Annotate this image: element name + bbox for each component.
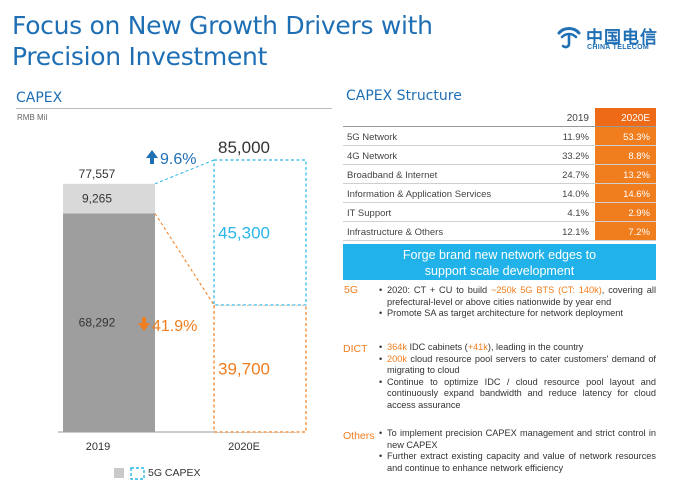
- row-value-2019: 12.1%: [562, 227, 589, 238]
- bar-2019-other: [63, 213, 155, 432]
- connector-other: [154, 213, 215, 306]
- page-title: Focus on New Growth Drivers with Precisi…: [12, 11, 433, 71]
- table-row: Infrastructure & Others 12.1% 7.2%: [343, 222, 656, 241]
- highlight-text: 200k: [387, 353, 407, 364]
- list-item: 364k IDC cabinets (+41k), leading in the…: [379, 342, 656, 354]
- header-2020e: 2020E: [595, 108, 656, 126]
- text-run: To implement precision CAPEX management …: [387, 428, 656, 450]
- label-5g-2019: 9,265: [82, 192, 112, 206]
- text-run: Continue to optimize IDC / cloud resourc…: [387, 376, 656, 410]
- row-label: 5G Network: [347, 132, 398, 143]
- list-item: Continue to optimize IDC / cloud resourc…: [379, 377, 656, 412]
- table-row: Information & Application Services 14.0%…: [343, 184, 656, 203]
- label-other-2020: 39,700: [218, 359, 270, 378]
- banner-line-2: support scale development: [424, 264, 575, 278]
- text-run: ), leading in the country: [487, 342, 584, 352]
- row-value-2020e: 8.8%: [595, 146, 656, 164]
- row-label: 4G Network: [347, 151, 398, 162]
- row-value-2020e: 2.9%: [595, 203, 656, 221]
- highlight-text: 364k: [387, 342, 407, 352]
- header-2019: 2019: [566, 113, 589, 124]
- bullet-list-others: To implement precision CAPEX management …: [379, 428, 656, 474]
- capex-structure-heading: CAPEX Structure: [346, 88, 462, 104]
- bar-2020-5g: [213, 159, 307, 306]
- logo-text-cn: 中国电信: [586, 28, 658, 48]
- china-telecom-logo-icon: [557, 27, 581, 49]
- logo-text-en: CHINA TELECOM: [587, 44, 649, 51]
- text-run: IDC cabinets (: [406, 342, 468, 352]
- legend-swatch-grey: [114, 468, 124, 478]
- text-run: , covering all prefectural-level or abov…: [387, 285, 656, 307]
- row-value-2020e: 53.3%: [595, 127, 656, 145]
- x-label-2019: 2019: [86, 441, 110, 453]
- row-value-2019: 24.7%: [562, 170, 589, 181]
- list-item: Further extract existing capacity and va…: [379, 451, 656, 474]
- list-item: 200k cloud resource pool servers to cate…: [379, 354, 656, 377]
- strategy-banner: Forge brand new network edges to support…: [343, 244, 656, 280]
- group-others: Others To implement precision CAPEX mana…: [343, 428, 656, 484]
- text-run: Further extract existing capacity and va…: [387, 451, 656, 473]
- capex-structure-table: 2019 2020E 5G Network 11.9% 53.3% 4G Net…: [343, 108, 656, 241]
- x-label-2020: 2020E: [228, 441, 260, 453]
- list-item: Promote SA as target architecture for ne…: [379, 308, 656, 320]
- growth-down-label: 41.9%: [152, 318, 197, 335]
- group-label-5g: 5G: [344, 284, 359, 296]
- highlight-text: ~250k 5G BTS (CT: 140k): [491, 285, 602, 295]
- bar-2020-other: [213, 304, 307, 433]
- text-run: 2020: CT + CU to build: [387, 285, 492, 295]
- row-label: IT Support: [347, 208, 392, 219]
- row-value-2019: 4.1%: [567, 208, 589, 219]
- dashed-box-icon: [130, 467, 145, 480]
- label-total-2020: 85,000: [218, 138, 270, 157]
- table-row: 4G Network 33.2% 8.8%: [343, 146, 656, 165]
- banner-line-1: Forge brand new network edges to: [402, 248, 597, 262]
- bullet-list-5g: 2020: CT + CU to build ~250k 5G BTS (CT:…: [379, 285, 656, 320]
- down-arrow-icon: [138, 317, 150, 331]
- growth-up-label: 9.6%: [160, 151, 196, 168]
- text-run: Promote SA as target architecture for ne…: [387, 308, 623, 318]
- label-5g-2020: 45,300: [218, 223, 270, 242]
- table-row: 5G Network 11.9% 53.3%: [343, 127, 656, 146]
- bar-2019-5g: [63, 183, 155, 214]
- label-total-2019: 77,557: [79, 167, 116, 181]
- capex-unit: RMB Mil: [17, 113, 48, 122]
- group-5g: 5G 2020: CT + CU to build ~250k 5G BTS (…: [343, 284, 656, 337]
- row-value-2020e: 14.6%: [595, 184, 656, 202]
- group-label-dict: DICT: [343, 343, 368, 355]
- row-label: Broadband & Internet: [347, 170, 438, 181]
- table-header: 2019 2020E: [343, 108, 656, 127]
- group-dict: DICT 364k IDC cabinets (+41k), leading i…: [343, 342, 656, 422]
- text-run: cloud resource pool servers to cater cus…: [387, 353, 656, 376]
- group-label-others: Others: [343, 430, 375, 442]
- label-other-2019: 68,292: [79, 316, 116, 330]
- list-item: To implement precision CAPEX management …: [379, 428, 656, 451]
- bullet-list-dict: 364k IDC cabinets (+41k), leading in the…: [379, 342, 656, 411]
- row-label: Information & Application Services: [347, 189, 492, 200]
- capex-bar-chart: 77,557 9,265 68,292 85,000 45,300 39,700…: [58, 138, 307, 453]
- row-value-2019: 33.2%: [562, 151, 589, 162]
- up-arrow-icon: [146, 150, 158, 164]
- legend-label: 5G CAPEX: [148, 467, 201, 479]
- row-label: Infrastructure & Others: [347, 227, 444, 238]
- capex-divider: [16, 108, 332, 109]
- company-logo: 中国电信 CHINA TELECOM: [556, 22, 668, 58]
- table-row: IT Support 4.1% 2.9%: [343, 203, 656, 222]
- row-value-2019: 11.9%: [562, 132, 589, 143]
- highlight-text: +41k: [467, 342, 488, 352]
- row-value-2020e: 7.2%: [595, 222, 656, 240]
- capex-heading: CAPEX: [16, 90, 63, 106]
- row-value-2019: 14.0%: [562, 189, 589, 200]
- table-row: Broadband & Internet 24.7% 13.2%: [343, 165, 656, 184]
- list-item: 2020: CT + CU to build ~250k 5G BTS (CT:…: [379, 285, 656, 308]
- row-value-2020e: 13.2%: [595, 165, 656, 183]
